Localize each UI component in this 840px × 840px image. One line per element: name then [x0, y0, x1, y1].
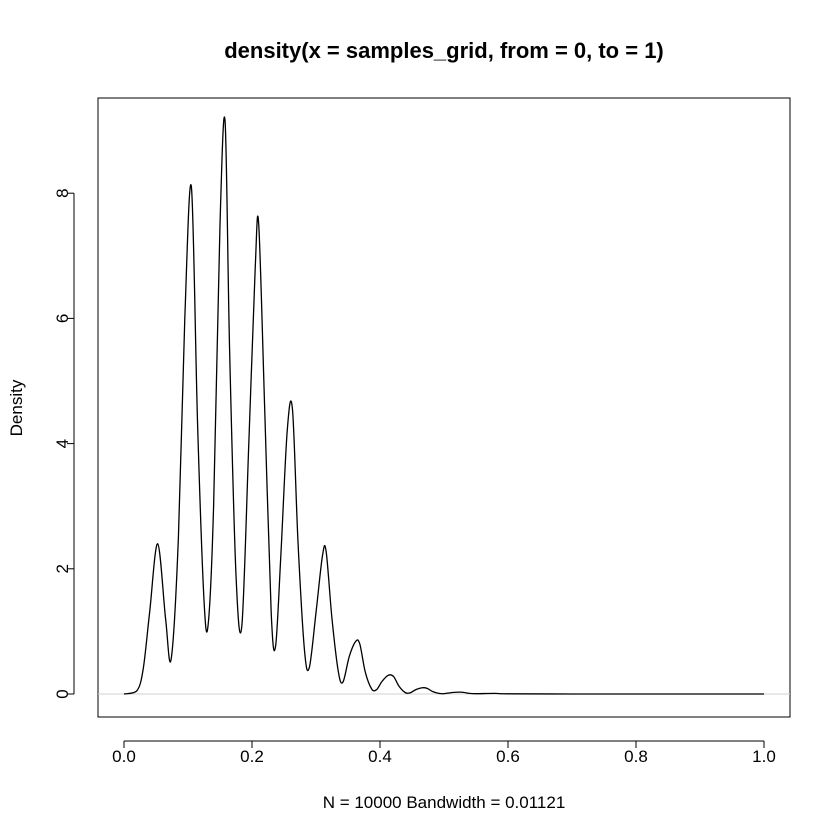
y-tick-label: 2: [53, 564, 72, 573]
x-tick-label: 0.2: [240, 747, 264, 766]
y-axis-label: Density: [7, 379, 26, 436]
x-tick-label: 0.4: [368, 747, 392, 766]
y-tick-label: 6: [53, 314, 72, 323]
density-curve: [123, 116, 764, 695]
x-tick-label: 1.0: [752, 747, 776, 766]
x-tick-label: 0.0: [112, 747, 136, 766]
y-tick-label: 4: [53, 439, 72, 448]
y-tick-label: 0: [53, 689, 72, 698]
plot-frame: [97, 97, 791, 718]
y-axis: 0 2 4 6 8: [53, 188, 75, 699]
chart-title: density(x = samples_grid, from = 0, to =…: [224, 38, 664, 63]
x-tick-label: 0.6: [496, 747, 520, 766]
x-tick-label: 0.8: [624, 747, 648, 766]
x-axis-label: N = 10000 Bandwidth = 0.01121: [323, 793, 566, 812]
y-tick-label: 8: [53, 188, 72, 197]
x-axis: 0.0 0.2 0.4 0.6 0.8 1.0: [112, 740, 776, 766]
